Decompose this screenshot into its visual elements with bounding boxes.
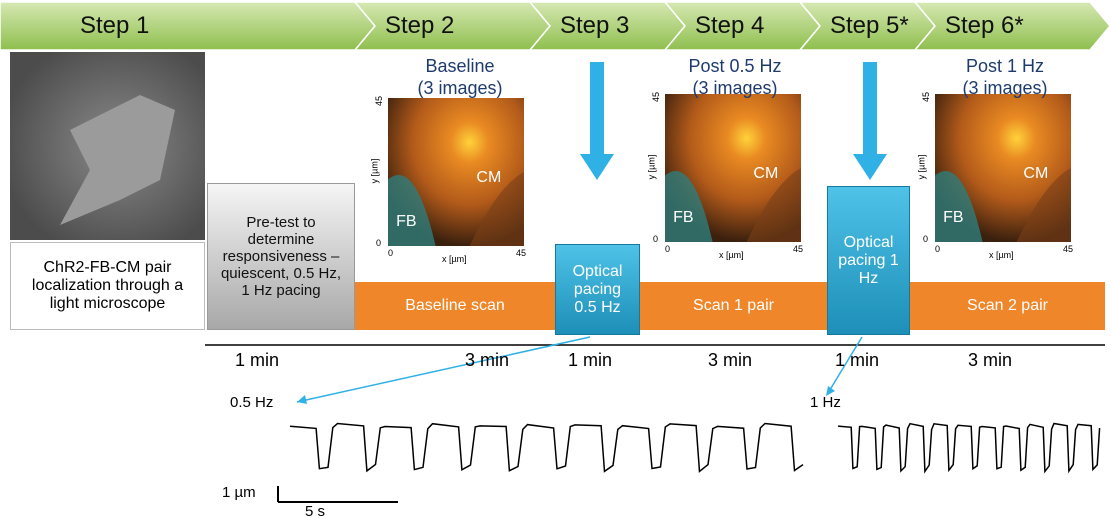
down-arrow [853,62,887,180]
time-label: 1 min [235,350,279,371]
axis-label: 0 [376,238,381,248]
axis-label: 0 [923,234,928,244]
scale-label: 5 s [305,503,325,518]
scan-label: Scan 1 pair [640,282,827,330]
region-label: FB [396,213,416,231]
step-label: Step 5* [830,12,909,40]
axis-label: 45 [793,244,803,254]
trace-label: 0.5 Hz [230,394,273,411]
region-label: CM [753,165,778,183]
step-label: Step 2 [385,12,454,40]
axis-label: 0 [935,244,940,254]
callout-arrowhead [297,395,307,404]
step-label: Step 1 [80,12,149,40]
pretest-box: Pre-test to determine responsiveness – q… [207,183,355,330]
time-label: 1 min [568,350,612,371]
region-label: FB [943,209,963,227]
axis-label: y [µm] [369,159,379,184]
scan-label: Baseline scan [355,282,555,330]
panel-title: Baseline [425,56,494,77]
step-label: Step 6* [945,12,1024,40]
trace-1hz [838,424,1100,472]
panel-title: (3 images) [417,78,502,99]
axis-label: 0 [653,234,658,244]
axis-label: y [µm] [916,155,926,180]
axis-label: x [µm] [719,250,744,260]
time-label: 3 min [968,350,1012,371]
step-label: Step 3 [560,12,629,40]
pacing-box: Optical pacing 1 Hz [827,186,910,335]
axis-label: 45 [921,92,931,102]
trace-05hz [290,424,803,472]
time-label: 3 min [465,350,509,371]
callout-line [297,337,590,402]
region-label: CM [476,169,501,187]
axis-label: y [µm] [646,155,656,180]
time-label: 1 min [835,350,879,371]
region-label: CM [1023,165,1048,183]
step-chevron [0,2,375,50]
axis-label: 45 [651,92,661,102]
axis-label: 45 [1063,244,1073,254]
panel-title: (3 images) [692,78,777,99]
trace-label: 1 Hz [810,394,841,411]
time-label: 3 min [708,350,752,371]
panel-title: (3 images) [962,78,1047,99]
panel-title: Post 0.5 Hz [688,56,781,77]
panel-title: Post 1 Hz [966,56,1044,77]
region-label: FB [673,209,693,227]
down-arrow [580,62,614,180]
scan-label: Scan 2 pair [910,282,1105,330]
axis-label: x [µm] [989,250,1014,260]
axis-label: 45 [516,248,526,258]
axis-label: 0 [388,248,393,258]
axis-label: 0 [665,244,670,254]
axis-label: 45 [374,96,384,106]
figure: Step 1 Step 2 Step 3 Step 4 Step 5* Step 6* Ch… [0,0,1111,518]
step-label: Step 4 [695,12,764,40]
microscope-caption: ChR2-FB-CM pair localization through a l… [10,242,205,330]
scale-label: 1 µm [222,484,256,501]
axis-label: x [µm] [442,254,467,264]
pacing-box: Optical pacing 0.5 Hz [555,244,640,335]
